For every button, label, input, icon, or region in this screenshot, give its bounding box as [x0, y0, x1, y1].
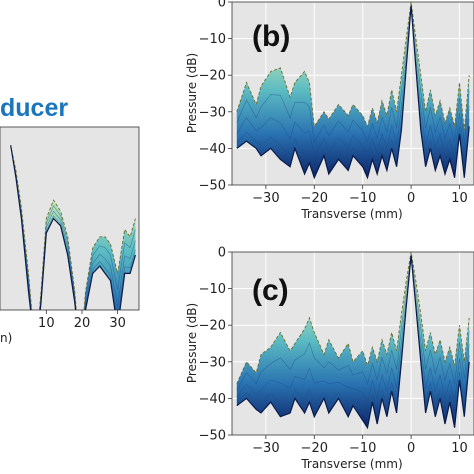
x-axis-label-c: Transverse (mm) — [300, 457, 402, 471]
series-line — [236, 5, 470, 171]
header-text: ducer — [0, 94, 68, 122]
x-axis-label-b: Transverse (mm) — [300, 207, 402, 221]
ticks-c: −30 −20 −10 0 10 0 −10 −20 −30 −40 −50 — [199, 246, 468, 457]
x-tick-label: −30 — [252, 191, 279, 206]
chart-panel-a: 10 20 30 n) — [0, 126, 140, 345]
y-tick-label: −10 — [199, 282, 226, 297]
x-tick-label: 0 — [407, 191, 415, 206]
envelope-area — [236, 2, 470, 178]
y-tick-label: 0 — [218, 0, 226, 11]
y-tick-label: −40 — [199, 392, 226, 407]
y-tick-label: −20 — [199, 69, 226, 84]
x-tick-label: 0 — [407, 441, 415, 456]
y-tick-label: −50 — [199, 429, 226, 444]
y-tick-label: −30 — [199, 105, 226, 120]
series-line — [236, 253, 470, 391]
x-tick-label: −30 — [252, 441, 279, 456]
y-tick-label: −50 — [199, 179, 226, 194]
y-tick-label: 0 — [218, 246, 226, 261]
x-label-fragment-a: n) — [0, 331, 12, 345]
band-c — [236, 252, 470, 430]
frame-c — [231, 251, 474, 436]
x-tick-label: 20 — [74, 316, 91, 331]
x-tick-label: 30 — [109, 316, 126, 331]
frame-a — [0, 126, 140, 311]
lower-bound-line — [236, 255, 470, 430]
y-axis-label-b: Pressure (dB) — [185, 53, 199, 133]
x-tick-label: −10 — [349, 191, 376, 206]
lower-bound-line — [10, 145, 136, 310]
x-tick-label: −20 — [301, 441, 328, 456]
panel-label-c: (c) — [252, 274, 289, 307]
series-line — [236, 254, 470, 404]
ticks-b: −30 −20 −10 0 10 0 −10 −20 −30 −40 −50 — [199, 0, 468, 206]
frame-b — [231, 1, 474, 186]
chart-panel-b: −30 −20 −10 0 10 0 −10 −20 −30 −40 −50 (b) Transve… — [185, 0, 474, 221]
y-tick-label: −30 — [199, 355, 226, 370]
envelope-area — [236, 252, 470, 428]
y-tick-label: −20 — [199, 319, 226, 334]
y-tick-label: −40 — [199, 142, 226, 157]
series-line — [236, 255, 470, 420]
x-tick-label: −10 — [349, 441, 376, 456]
y-axis-label-c: Pressure (dB) — [185, 303, 199, 383]
x-tick-label: 10 — [451, 441, 468, 456]
upper-bound-line — [10, 145, 136, 310]
upper-bound-line — [236, 2, 470, 131]
y-tick-label: −10 — [199, 32, 226, 47]
band-a — [10, 145, 136, 310]
x-tick-label: −20 — [301, 191, 328, 206]
series-line — [236, 3, 470, 145]
upper-bound-line — [236, 252, 470, 384]
x-tick-label: 10 — [451, 191, 468, 206]
series-line — [236, 4, 470, 159]
ticks-a: 10 20 30 — [38, 310, 126, 331]
x-tick-label: 10 — [38, 316, 55, 331]
envelope-area — [10, 145, 136, 310]
band-b — [236, 2, 470, 180]
chart-panel-c: −30 −20 −10 0 10 0 −10 −20 −30 −40 −50 (c) Transve… — [185, 246, 474, 471]
lower-bound-line — [236, 5, 470, 180]
panel-label-b: (b) — [252, 20, 290, 53]
